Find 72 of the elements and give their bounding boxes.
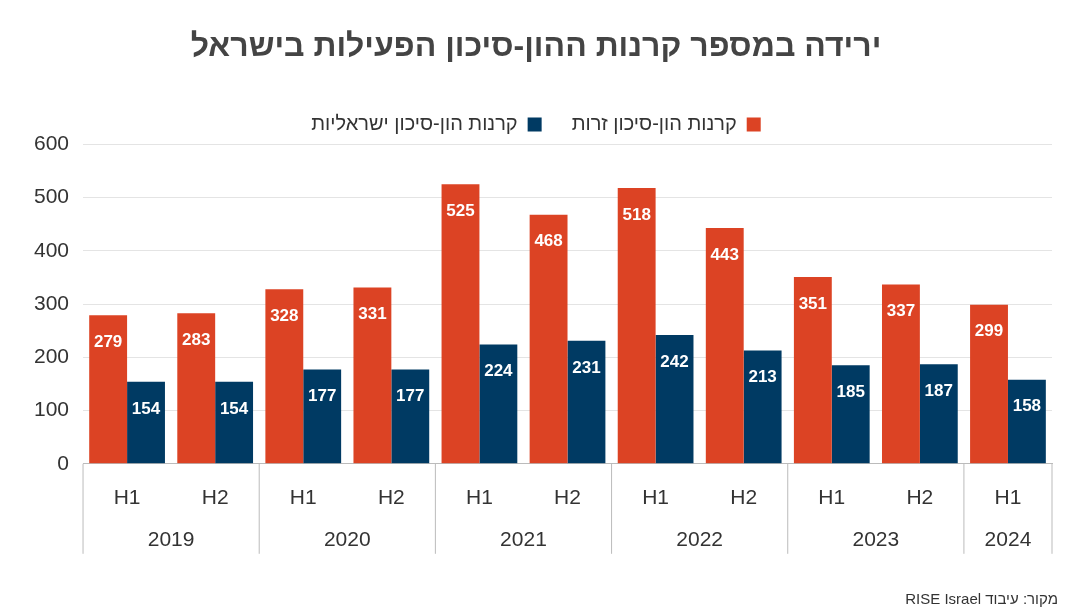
- data-label: 299: [974, 321, 1004, 341]
- x-tick-label: H1: [642, 485, 670, 509]
- legend-label: קרנות הון-סיכון ישראליות: [311, 111, 518, 134]
- y-tick-label: 600: [33, 131, 70, 155]
- text: 2022: [676, 526, 724, 550]
- legend-label: קרנות הון-סיכון זרות: [571, 111, 737, 134]
- bar: [705, 227, 744, 464]
- y-tick-label: 500: [33, 184, 70, 208]
- x-tick-label: H2: [201, 485, 229, 509]
- bar: [127, 381, 165, 464]
- y-tick-label: 100: [33, 397, 70, 421]
- x-tick-label: H2: [730, 485, 758, 509]
- x-tick-label: H1: [818, 485, 846, 509]
- bar: [831, 365, 870, 464]
- data-label: 187: [924, 380, 953, 400]
- data-label: 468: [534, 231, 563, 251]
- bar: [529, 214, 568, 464]
- y-tick-label: 400: [33, 237, 70, 261]
- text: 2023: [852, 526, 900, 550]
- data-label: 224: [484, 361, 514, 381]
- x-tick-label: H1: [466, 485, 493, 509]
- x-tick-label: H1: [994, 485, 1022, 509]
- bar: [743, 350, 782, 464]
- x-tick-label: H1: [289, 485, 317, 509]
- bar: [970, 304, 1008, 464]
- text: 2019: [147, 526, 195, 550]
- bar: [353, 287, 392, 464]
- data-label: 283: [182, 329, 211, 349]
- data-label: 525: [446, 201, 475, 221]
- text: 2020: [323, 526, 371, 550]
- data-label: 331: [358, 304, 387, 324]
- data-label: 242: [660, 351, 689, 371]
- bar: [617, 188, 656, 464]
- bar: [391, 369, 430, 464]
- bar: [479, 344, 518, 464]
- data-label: 213: [748, 367, 777, 387]
- bar: [303, 369, 342, 464]
- data-label: 185: [836, 382, 865, 402]
- chart-title: ירידה במספר קרנות ההון-סיכון הפעילות בישראל: [190, 27, 882, 64]
- data-label: 154: [219, 398, 249, 418]
- text: מקור: עיבוד RISE Israel: [905, 590, 1058, 607]
- bar: [881, 284, 920, 464]
- data-label: 158: [1012, 396, 1042, 416]
- data-label: 351: [798, 293, 828, 313]
- bar: [1007, 379, 1046, 464]
- bar: [655, 334, 694, 464]
- data-label: 231: [572, 357, 601, 377]
- text: 2024: [984, 526, 1032, 550]
- x-tick-label: H2: [377, 485, 405, 509]
- y-tick-label: 200: [33, 344, 70, 368]
- y-tick-label: 300: [33, 290, 70, 314]
- data-label: 328: [270, 305, 299, 325]
- y-tick-label: 0: [57, 450, 70, 474]
- bar: [793, 276, 832, 464]
- text: 2021: [500, 526, 547, 550]
- bar: [177, 313, 216, 464]
- data-label: 279: [93, 331, 123, 351]
- data-label: 177: [308, 386, 337, 406]
- bar: [265, 289, 304, 464]
- data-label: 443: [710, 244, 739, 264]
- data-label: 177: [396, 386, 425, 406]
- x-tick-label: H1: [113, 485, 141, 509]
- bar: [441, 184, 480, 464]
- data-label: 518: [622, 204, 651, 224]
- data-label: 337: [886, 301, 916, 321]
- bar: [89, 315, 128, 464]
- x-tick-label: H2: [906, 485, 934, 509]
- data-label: 154: [131, 398, 161, 418]
- bar: [215, 381, 254, 464]
- x-tick-label: H2: [554, 485, 581, 509]
- bar: [567, 340, 606, 464]
- bar: [919, 364, 958, 464]
